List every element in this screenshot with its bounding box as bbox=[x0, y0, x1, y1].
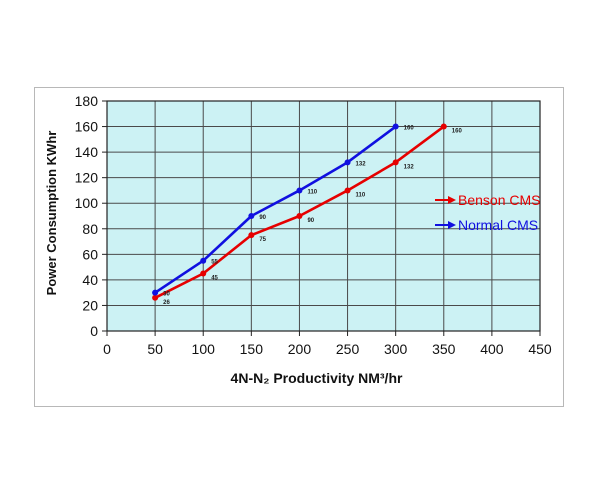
chart-frame: 0 50 100 150 200 250 300 350 400 450 0 20 40 60 80 100 1… bbox=[34, 87, 564, 407]
x-tick-label: 100 bbox=[192, 341, 216, 357]
data-point bbox=[248, 232, 255, 239]
line-chart: 0 50 100 150 200 250 300 350 400 450 0 20 40 60 80 100 1… bbox=[44, 93, 552, 386]
legend-arrow-icon bbox=[448, 196, 456, 204]
data-label: 132 bbox=[404, 164, 415, 170]
y-tick-label: 60 bbox=[82, 246, 98, 262]
y-tick-label: 80 bbox=[82, 221, 98, 237]
data-point bbox=[344, 187, 351, 194]
x-axis-title: 4N-N₂ Productivity NM³/hr bbox=[231, 370, 403, 386]
data-point bbox=[392, 123, 399, 130]
data-point bbox=[248, 213, 255, 219]
x-tick-label: 0 bbox=[103, 341, 111, 357]
x-tick-label: 200 bbox=[288, 341, 312, 357]
data-label: 110 bbox=[356, 192, 366, 198]
y-tick-label: 140 bbox=[75, 144, 99, 160]
y-tick-label: 180 bbox=[75, 93, 99, 109]
data-label: 90 bbox=[259, 215, 266, 221]
plot-area bbox=[107, 101, 540, 331]
data-label: 160 bbox=[452, 129, 463, 135]
data-label: 30 bbox=[163, 292, 170, 298]
data-point bbox=[296, 187, 303, 194]
data-point bbox=[392, 159, 399, 166]
x-tick-label: 250 bbox=[336, 341, 360, 357]
data-label: 75 bbox=[259, 237, 266, 243]
data-label: 45 bbox=[211, 276, 218, 282]
y-tick-label: 20 bbox=[82, 297, 98, 313]
data-label: 160 bbox=[404, 126, 415, 132]
data-label: 132 bbox=[356, 161, 367, 167]
legend-arrow-icon bbox=[448, 221, 456, 229]
y-tick-label: 100 bbox=[75, 195, 99, 211]
y-tick-label: 120 bbox=[75, 170, 99, 186]
data-point bbox=[152, 294, 159, 301]
x-tick-label: 150 bbox=[240, 341, 264, 357]
data-label: 26 bbox=[163, 300, 170, 306]
data-point bbox=[152, 289, 159, 296]
y-tick-label: 40 bbox=[82, 272, 98, 288]
y-axis-title: Power Consumption KWhr bbox=[44, 131, 59, 296]
data-point bbox=[296, 213, 303, 219]
data-point bbox=[200, 270, 207, 277]
legend-label: Benson CMS bbox=[458, 192, 540, 208]
x-tick-label: 50 bbox=[147, 341, 163, 357]
data-label: 110 bbox=[307, 189, 317, 195]
x-tick-label: 400 bbox=[480, 341, 504, 357]
data-point bbox=[200, 257, 207, 264]
data-label: 90 bbox=[307, 218, 314, 224]
series-line-normal bbox=[154, 125, 397, 294]
y-tick-label: 160 bbox=[75, 119, 99, 135]
x-tick-label: 300 bbox=[384, 341, 408, 357]
data-point bbox=[344, 159, 351, 166]
x-tick-label: 350 bbox=[432, 341, 456, 357]
y-tick-label: 0 bbox=[90, 323, 98, 339]
data-point bbox=[440, 123, 447, 130]
data-label: 55 bbox=[211, 260, 218, 266]
legend-label: Normal CMS bbox=[458, 217, 538, 233]
x-tick-label: 450 bbox=[528, 341, 552, 357]
plot-border bbox=[106, 100, 541, 332]
